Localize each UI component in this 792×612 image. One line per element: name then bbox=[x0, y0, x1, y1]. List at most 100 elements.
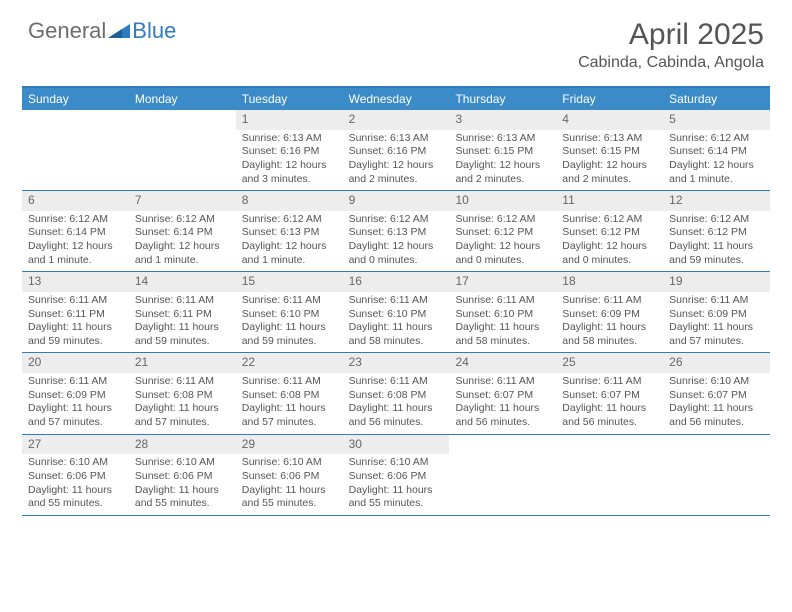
empty-cell bbox=[449, 435, 556, 515]
sunrise-text: Sunrise: 6:10 AM bbox=[135, 456, 230, 470]
sunset-text: Sunset: 6:06 PM bbox=[135, 470, 230, 484]
sunset-text: Sunset: 6:06 PM bbox=[349, 470, 444, 484]
sunset-text: Sunset: 6:11 PM bbox=[135, 308, 230, 322]
day-number: 18 bbox=[556, 272, 663, 292]
day-details: Sunrise: 6:12 AMSunset: 6:14 PMDaylight:… bbox=[22, 211, 129, 272]
sunrise-text: Sunrise: 6:11 AM bbox=[562, 375, 657, 389]
header: General Blue April 2025 Cabinda, Cabinda… bbox=[0, 0, 792, 76]
daylight-text: Daylight: 11 hours and 58 minutes. bbox=[562, 321, 657, 348]
sunset-text: Sunset: 6:15 PM bbox=[562, 145, 657, 159]
sunset-text: Sunset: 6:11 PM bbox=[28, 308, 123, 322]
day-details: Sunrise: 6:12 AMSunset: 6:12 PMDaylight:… bbox=[556, 211, 663, 272]
sunrise-text: Sunrise: 6:13 AM bbox=[562, 132, 657, 146]
daylight-text: Daylight: 12 hours and 3 minutes. bbox=[242, 159, 337, 186]
day-number bbox=[556, 435, 663, 455]
day-cell: 12Sunrise: 6:12 AMSunset: 6:12 PMDayligh… bbox=[663, 191, 770, 271]
sunset-text: Sunset: 6:16 PM bbox=[349, 145, 444, 159]
sunset-text: Sunset: 6:08 PM bbox=[349, 389, 444, 403]
sunset-text: Sunset: 6:12 PM bbox=[562, 226, 657, 240]
day-cell: 1Sunrise: 6:13 AMSunset: 6:16 PMDaylight… bbox=[236, 110, 343, 190]
week-row: 20Sunrise: 6:11 AMSunset: 6:09 PMDayligh… bbox=[22, 353, 770, 434]
sunset-text: Sunset: 6:10 PM bbox=[242, 308, 337, 322]
daylight-text: Daylight: 11 hours and 59 minutes. bbox=[669, 240, 764, 267]
day-number: 7 bbox=[129, 191, 236, 211]
sunrise-text: Sunrise: 6:10 AM bbox=[349, 456, 444, 470]
day-cell: 26Sunrise: 6:10 AMSunset: 6:07 PMDayligh… bbox=[663, 353, 770, 433]
day-cell: 2Sunrise: 6:13 AMSunset: 6:16 PMDaylight… bbox=[343, 110, 450, 190]
sunrise-text: Sunrise: 6:11 AM bbox=[455, 375, 550, 389]
daylight-text: Daylight: 12 hours and 2 minutes. bbox=[349, 159, 444, 186]
day-details: Sunrise: 6:10 AMSunset: 6:06 PMDaylight:… bbox=[236, 454, 343, 515]
day-number bbox=[129, 110, 236, 130]
day-cell: 15Sunrise: 6:11 AMSunset: 6:10 PMDayligh… bbox=[236, 272, 343, 352]
daylight-text: Daylight: 12 hours and 1 minute. bbox=[28, 240, 123, 267]
sunrise-text: Sunrise: 6:11 AM bbox=[135, 294, 230, 308]
day-cell: 8Sunrise: 6:12 AMSunset: 6:13 PMDaylight… bbox=[236, 191, 343, 271]
daylight-text: Daylight: 11 hours and 55 minutes. bbox=[135, 484, 230, 511]
sunrise-text: Sunrise: 6:12 AM bbox=[135, 213, 230, 227]
page-title: April 2025 bbox=[578, 18, 764, 52]
daylight-text: Daylight: 11 hours and 59 minutes. bbox=[242, 321, 337, 348]
day-cell: 24Sunrise: 6:11 AMSunset: 6:07 PMDayligh… bbox=[449, 353, 556, 433]
day-cell: 18Sunrise: 6:11 AMSunset: 6:09 PMDayligh… bbox=[556, 272, 663, 352]
daylight-text: Daylight: 11 hours and 57 minutes. bbox=[669, 321, 764, 348]
logo-text-left: General bbox=[28, 18, 106, 44]
day-cell: 28Sunrise: 6:10 AMSunset: 6:06 PMDayligh… bbox=[129, 435, 236, 515]
day-cell: 14Sunrise: 6:11 AMSunset: 6:11 PMDayligh… bbox=[129, 272, 236, 352]
sunrise-text: Sunrise: 6:11 AM bbox=[349, 375, 444, 389]
sunset-text: Sunset: 6:09 PM bbox=[28, 389, 123, 403]
day-cell: 3Sunrise: 6:13 AMSunset: 6:15 PMDaylight… bbox=[449, 110, 556, 190]
day-number: 29 bbox=[236, 435, 343, 455]
sunset-text: Sunset: 6:12 PM bbox=[669, 226, 764, 240]
day-number: 15 bbox=[236, 272, 343, 292]
day-details: Sunrise: 6:11 AMSunset: 6:11 PMDaylight:… bbox=[129, 292, 236, 353]
day-number: 23 bbox=[343, 353, 450, 373]
daylight-text: Daylight: 11 hours and 55 minutes. bbox=[28, 484, 123, 511]
day-number: 4 bbox=[556, 110, 663, 130]
day-number: 11 bbox=[556, 191, 663, 211]
day-header: Tuesday bbox=[236, 88, 343, 110]
day-cell: 30Sunrise: 6:10 AMSunset: 6:06 PMDayligh… bbox=[343, 435, 450, 515]
day-cell: 23Sunrise: 6:11 AMSunset: 6:08 PMDayligh… bbox=[343, 353, 450, 433]
day-details: Sunrise: 6:11 AMSunset: 6:07 PMDaylight:… bbox=[449, 373, 556, 434]
day-cell: 19Sunrise: 6:11 AMSunset: 6:09 PMDayligh… bbox=[663, 272, 770, 352]
week-row: 27Sunrise: 6:10 AMSunset: 6:06 PMDayligh… bbox=[22, 435, 770, 516]
day-number: 6 bbox=[22, 191, 129, 211]
day-details: Sunrise: 6:11 AMSunset: 6:08 PMDaylight:… bbox=[236, 373, 343, 434]
daylight-text: Daylight: 12 hours and 2 minutes. bbox=[455, 159, 550, 186]
sunrise-text: Sunrise: 6:10 AM bbox=[28, 456, 123, 470]
day-details: Sunrise: 6:12 AMSunset: 6:12 PMDaylight:… bbox=[449, 211, 556, 272]
daylight-text: Daylight: 11 hours and 59 minutes. bbox=[28, 321, 123, 348]
sunset-text: Sunset: 6:07 PM bbox=[455, 389, 550, 403]
day-number: 20 bbox=[22, 353, 129, 373]
daylight-text: Daylight: 12 hours and 1 minute. bbox=[135, 240, 230, 267]
day-number: 30 bbox=[343, 435, 450, 455]
day-header: Monday bbox=[129, 88, 236, 110]
title-block: April 2025 Cabinda, Cabinda, Angola bbox=[578, 18, 764, 72]
day-cell: 10Sunrise: 6:12 AMSunset: 6:12 PMDayligh… bbox=[449, 191, 556, 271]
day-number: 27 bbox=[22, 435, 129, 455]
sunrise-text: Sunrise: 6:13 AM bbox=[349, 132, 444, 146]
day-details: Sunrise: 6:11 AMSunset: 6:11 PMDaylight:… bbox=[22, 292, 129, 353]
sunset-text: Sunset: 6:13 PM bbox=[242, 226, 337, 240]
day-header: Thursday bbox=[449, 88, 556, 110]
day-cell: 17Sunrise: 6:11 AMSunset: 6:10 PMDayligh… bbox=[449, 272, 556, 352]
day-details: Sunrise: 6:11 AMSunset: 6:10 PMDaylight:… bbox=[236, 292, 343, 353]
sunset-text: Sunset: 6:16 PM bbox=[242, 145, 337, 159]
day-details: Sunrise: 6:11 AMSunset: 6:07 PMDaylight:… bbox=[556, 373, 663, 434]
sunset-text: Sunset: 6:14 PM bbox=[135, 226, 230, 240]
sunset-text: Sunset: 6:14 PM bbox=[669, 145, 764, 159]
sunrise-text: Sunrise: 6:11 AM bbox=[28, 294, 123, 308]
logo-triangle-icon bbox=[108, 22, 130, 40]
sunrise-text: Sunrise: 6:11 AM bbox=[562, 294, 657, 308]
day-cell: 21Sunrise: 6:11 AMSunset: 6:08 PMDayligh… bbox=[129, 353, 236, 433]
day-cell: 9Sunrise: 6:12 AMSunset: 6:13 PMDaylight… bbox=[343, 191, 450, 271]
day-number: 10 bbox=[449, 191, 556, 211]
day-cell: 5Sunrise: 6:12 AMSunset: 6:14 PMDaylight… bbox=[663, 110, 770, 190]
daylight-text: Daylight: 12 hours and 2 minutes. bbox=[562, 159, 657, 186]
day-cell: 29Sunrise: 6:10 AMSunset: 6:06 PMDayligh… bbox=[236, 435, 343, 515]
sunrise-text: Sunrise: 6:11 AM bbox=[242, 294, 337, 308]
day-number: 28 bbox=[129, 435, 236, 455]
day-cell: 22Sunrise: 6:11 AMSunset: 6:08 PMDayligh… bbox=[236, 353, 343, 433]
day-cell: 13Sunrise: 6:11 AMSunset: 6:11 PMDayligh… bbox=[22, 272, 129, 352]
